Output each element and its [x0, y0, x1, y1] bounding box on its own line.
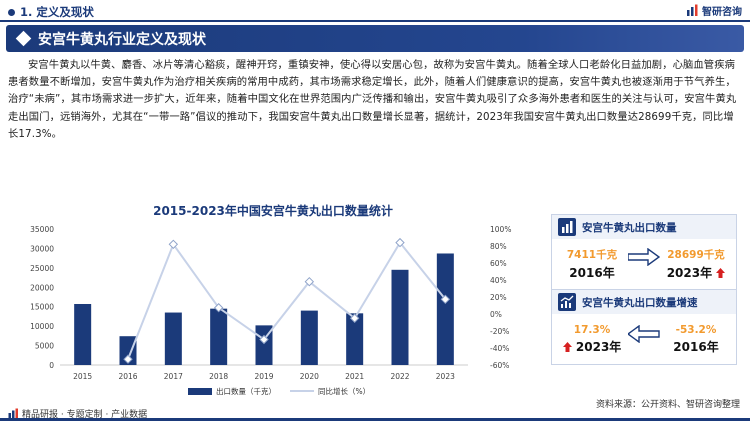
growth-left-year: 2023年 — [575, 340, 622, 354]
y-left-tick-label: 20000 — [30, 283, 54, 292]
x-tick-label: 2020 — [300, 372, 319, 381]
y-left-tick-label: 0 — [49, 361, 54, 370]
growth-point — [168, 239, 179, 250]
growth-point — [259, 334, 269, 345]
x-tick-label: 2019 — [254, 372, 273, 381]
quantity-panel: 安宫牛黄丸出口数量 7411千克 2016年 28699千克 2023年 — [551, 214, 737, 290]
legend-line-label: 同比增长（%） — [318, 386, 370, 396]
up-arrow-icon — [562, 342, 572, 352]
bar — [210, 308, 228, 365]
brand-mark-icon — [687, 4, 698, 16]
box-chart-icon — [558, 218, 576, 236]
brand-name: 智研咨询 — [702, 7, 742, 18]
trend-chart-icon — [558, 293, 576, 311]
quantity-right: 28699千克 2023年 — [660, 247, 732, 281]
growth-panel-title: 安宫牛黄丸出口数量增速 — [582, 297, 698, 309]
y-left-tick-label: 25000 — [30, 264, 54, 273]
y-right-tick-label: 0% — [490, 310, 502, 319]
quantity-right-year-row: 2023年 — [660, 264, 732, 281]
brand-logo: 智研咨询 — [686, 3, 742, 18]
y-right-tick-label: -40% — [490, 344, 509, 353]
x-tick-label: 2017 — [164, 372, 183, 381]
legend-bar-label: 出口数量（千克） — [216, 386, 276, 396]
bar — [74, 303, 92, 365]
top-divider — [0, 20, 750, 22]
x-tick-label: 2021 — [345, 372, 364, 381]
x-tick-label: 2018 — [209, 372, 228, 381]
footer-logo-icon — [8, 408, 18, 419]
top-bar: 1. 定义及现状 智研咨询 — [0, 0, 750, 26]
y-left-tick-label: 5000 — [35, 342, 54, 351]
legend-bar-swatch — [188, 388, 212, 395]
y-right-tick-label: 60% — [490, 259, 507, 268]
growth-point — [213, 303, 224, 313]
arrow-right-icon — [628, 248, 660, 266]
x-tick-label: 2023 — [436, 372, 455, 381]
bullet-icon — [8, 8, 15, 16]
growth-point — [123, 354, 133, 364]
footer-text: 精品研报 · 专题定制 · 产业数据 — [22, 410, 148, 420]
growth-left: 17.3% 2023年 — [562, 324, 622, 355]
export-chart: 2015-2023年中国安宫牛黄丸出口数量统计 0 5000 10000 15000 2… — [8, 200, 538, 405]
growth-point — [440, 294, 451, 305]
growth-left-value: 17.3% — [573, 324, 611, 336]
diamond-icon — [15, 30, 32, 47]
x-tick-label: 2015 — [73, 372, 92, 381]
section-heading: 1. 定义及现状 — [8, 4, 94, 20]
growth-point — [304, 276, 315, 287]
bar — [164, 312, 182, 365]
arrow-left-icon — [628, 325, 660, 343]
bar — [436, 253, 454, 365]
footer-tagline: 精品研报 · 专题定制 · 产业数据 — [8, 407, 147, 420]
quantity-left-value: 7411千克 — [566, 249, 618, 261]
y-right-tick-label: 100% — [490, 225, 511, 234]
chart-canvas: 0 5000 10000 15000 20000 25000 30000 35000 -60% -… — [30, 225, 511, 396]
y-right-tick-label: 40% — [490, 276, 507, 285]
bottom-divider — [0, 418, 750, 421]
quantity-left-year: 2016年 — [569, 266, 615, 280]
growth-left-year-row: 2023年 — [562, 338, 622, 355]
growth-point — [395, 237, 405, 248]
quantity-panel-header: 安宫牛黄丸出口数量 — [552, 215, 736, 239]
page-title: 安宫牛黄丸行业定义及现状 — [38, 32, 206, 48]
intro-paragraph: 安宫牛黄丸以牛黄、麝香、冰片等清心豁痰，醒神开窍，重镇安神，使心得以安居心包，故… — [8, 59, 737, 140]
growth-panel: 安宫牛黄丸出口数量增速 17.3% 2023年 -53.2% 2016年 — [551, 289, 737, 365]
y-right-tick-label: 20% — [490, 293, 507, 302]
bar — [119, 336, 137, 365]
growth-right: -53.2% 2016年 — [660, 324, 732, 355]
section-title: 1. 定义及现状 — [20, 5, 94, 19]
chart-title: 2015-2023年中国安宫牛黄丸出口数量统计 — [153, 204, 393, 218]
x-tick-label: 2016 — [118, 372, 137, 381]
x-tick-label: 2022 — [390, 372, 409, 381]
growth-right-year: 2016年 — [673, 340, 719, 354]
y-right-tick-label: -20% — [490, 327, 509, 336]
bar — [300, 310, 318, 365]
title-banner: 安宫牛黄丸行业定义及现状 — [6, 25, 744, 52]
bar — [346, 313, 364, 365]
quantity-right-value: 28699千克 — [667, 249, 725, 261]
growth-point — [349, 313, 360, 323]
quantity-left: 7411千克 2016年 — [562, 247, 622, 281]
y-right-tick-label: 80% — [490, 242, 507, 251]
y-left-tick-label: 15000 — [30, 303, 54, 312]
growth-line — [127, 240, 447, 360]
growth-right-value: -53.2% — [675, 324, 717, 336]
y-left-tick-label: 30000 — [30, 244, 54, 253]
quantity-right-year: 2023年 — [666, 266, 713, 280]
quantity-panel-title: 安宫牛黄丸出口数量 — [582, 222, 677, 234]
growth-panel-header: 安宫牛黄丸出口数量增速 — [552, 290, 736, 314]
y-left-tick-label: 35000 — [30, 225, 54, 234]
bar — [391, 269, 409, 365]
y-left-tick-label: 10000 — [30, 322, 54, 331]
source-note: 资料来源：公开资料、智研咨询整理 — [595, 400, 740, 410]
up-arrow-icon — [716, 268, 726, 278]
y-right-tick-label: -60% — [490, 361, 509, 370]
